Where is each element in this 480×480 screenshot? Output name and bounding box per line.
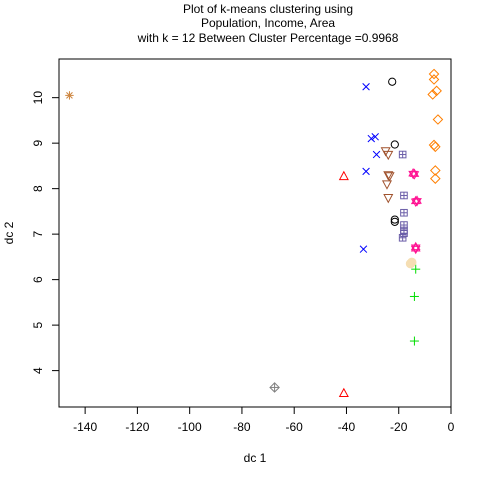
data-point: [411, 264, 421, 274]
data-point: [428, 68, 440, 80]
x-tick-label: 0: [448, 420, 455, 434]
x-axis: -140 -120 -100 -80 -60 -40 -20 0: [73, 406, 455, 434]
chart-title-line-1: Plot of k-means clustering using: [183, 2, 353, 16]
data-point: [409, 291, 419, 301]
data-point: [381, 180, 393, 190]
data-point: [362, 167, 370, 176]
chart-title-line-2: Population, Income, Area: [201, 16, 335, 30]
y-tick-label: 7: [31, 230, 45, 237]
data-point: [383, 194, 394, 204]
data-point: [390, 140, 399, 149]
plot-frame: [58, 58, 452, 408]
data-point: [410, 195, 421, 207]
data-point: [409, 336, 419, 346]
x-axis-label: dc 1: [244, 451, 267, 465]
y-axis-label: dc 2: [2, 221, 16, 244]
data-point: [400, 191, 408, 200]
data-point: [432, 114, 444, 125]
data-point: [362, 82, 370, 91]
x-tick-label: -60: [286, 420, 304, 434]
x-tick-label: -20: [390, 420, 408, 434]
y-axis: 4 5 6 7 8 9 10: [31, 91, 60, 374]
data-point: [428, 74, 440, 85]
y-tick-label: 5: [31, 321, 45, 328]
y-tick-label: 10: [31, 91, 45, 105]
chart-title: Plot of k-means clustering using Populat…: [137, 2, 399, 45]
data-point: [400, 208, 408, 217]
x-tick-label: -100: [178, 420, 202, 434]
y-tick-label: 6: [31, 276, 45, 283]
y-tick-label: 8: [31, 185, 45, 192]
chart-title-line-3: with k = 12 Between Cluster Percentage =…: [137, 31, 399, 45]
data-point: [338, 387, 349, 398]
data-point: [398, 233, 407, 242]
data-point: [400, 229, 408, 238]
data-point: [372, 150, 381, 159]
data-point: [359, 245, 368, 253]
data-point: [371, 133, 379, 141]
data-point: [383, 171, 394, 181]
y-tick-label: 9: [31, 140, 45, 147]
data-point: [338, 170, 349, 181]
data-point: [383, 150, 394, 161]
x-tick-label: -120: [125, 420, 149, 434]
data-point: [390, 217, 399, 226]
data-point: [388, 77, 397, 86]
data-point: [430, 173, 441, 184]
data-point: [269, 382, 280, 393]
x-tick-label: -40: [338, 420, 356, 434]
y-tick-label: 4: [31, 367, 45, 374]
data-point: [65, 91, 74, 100]
data-point: [428, 139, 440, 151]
data-point: [409, 168, 420, 180]
x-tick-label: -80: [233, 420, 251, 434]
data-point: [430, 165, 441, 176]
data-point: [427, 89, 439, 100]
data-point: [410, 243, 421, 255]
data-point: [384, 172, 395, 182]
x-tick-label: -140: [73, 420, 97, 434]
data-point: [367, 134, 376, 143]
data-point: [407, 257, 417, 268]
data-point: [390, 215, 399, 224]
data-point: [430, 141, 441, 153]
data-points: [65, 68, 444, 398]
data-point: [398, 150, 407, 159]
